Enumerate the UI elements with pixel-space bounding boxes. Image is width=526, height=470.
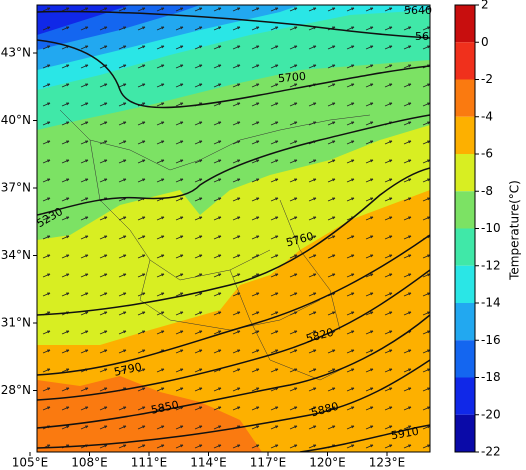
contour [37,167,430,316]
lon-label: 111°E [131,456,168,470]
colorbar-tick-label: -20 [481,407,501,421]
lat-label: 31°N [1,316,31,330]
lat-label: 28°N [1,383,31,397]
lon-label: 123°E [369,456,406,470]
lon-label: 120°E [309,456,346,470]
lon-label: 114°E [190,456,227,470]
colorbar-swatch [455,303,475,341]
colorbar-tick-label: -4 [481,109,493,123]
contour-label: 5640 [404,4,432,17]
colorbar-swatch [455,154,475,192]
colorbar-tick-label: -16 [481,333,501,347]
colorbar-swatch [455,116,475,154]
colorbar-swatch [455,414,475,452]
colorbar-swatch [455,340,475,378]
colorbar: 2 0 -2 -4 -6 -8 -10 -12 -14 -16 -18 -20 -22 Temperatu… [454,0,522,459]
colorbar-tick-label: -8 [481,184,493,198]
colorbar-tick-label: 2 [481,0,489,12]
colorbar-label: Temperature(°C) [508,180,522,281]
colorbar-tick-label: -18 [481,370,501,384]
colorbar-tick-label: -6 [481,147,493,161]
map-axes: 43°N 40°N 37°N 34°N 31°N 28°N 105°E 108°E 111°E 1… [1,46,406,470]
lon-label: 105°E [12,456,49,470]
colorbar-tick-label: -10 [481,221,501,235]
contour-label: 5850 [150,398,180,417]
colorbar-swatch [455,228,475,266]
contour [37,314,430,429]
contour [37,39,430,109]
contour-label: 5790 [113,360,143,379]
lat-label: 43°N [1,46,31,60]
colorbar-swatch [455,191,475,229]
contour [37,10,430,39]
colorbar-tick-label: 0 [481,35,489,49]
lon-label: 108°E [71,456,108,470]
province-borders [59,109,371,381]
lon-label: 117°E [250,456,287,470]
lat-label: 40°N [1,113,31,127]
colorbar-tick-label: -2 [481,72,493,86]
colorbar-swatch [455,377,475,415]
colorbar-swatch [455,5,475,43]
colorbar-tick-label: -14 [481,296,501,310]
colorbar-swatch [455,79,475,117]
colorbar-swatch [455,42,475,80]
contour [299,424,430,452]
contour-label: 5700 [277,70,306,85]
contour-label: 5910 [390,425,420,443]
temperature-field [37,5,430,452]
colorbar-tick-label: -22 [481,445,501,459]
contour [37,269,430,401]
map-frame [36,4,431,453]
lat-label: 37°N [1,181,31,195]
colorbar-swatch [455,265,475,303]
lat-label: 34°N [1,248,31,262]
contour [37,114,430,216]
contour-label: 56 [415,30,429,43]
wind-vectors [37,5,430,452]
contour [37,234,430,376]
contour [37,359,430,449]
colorbar-tick-label: -12 [481,258,501,272]
